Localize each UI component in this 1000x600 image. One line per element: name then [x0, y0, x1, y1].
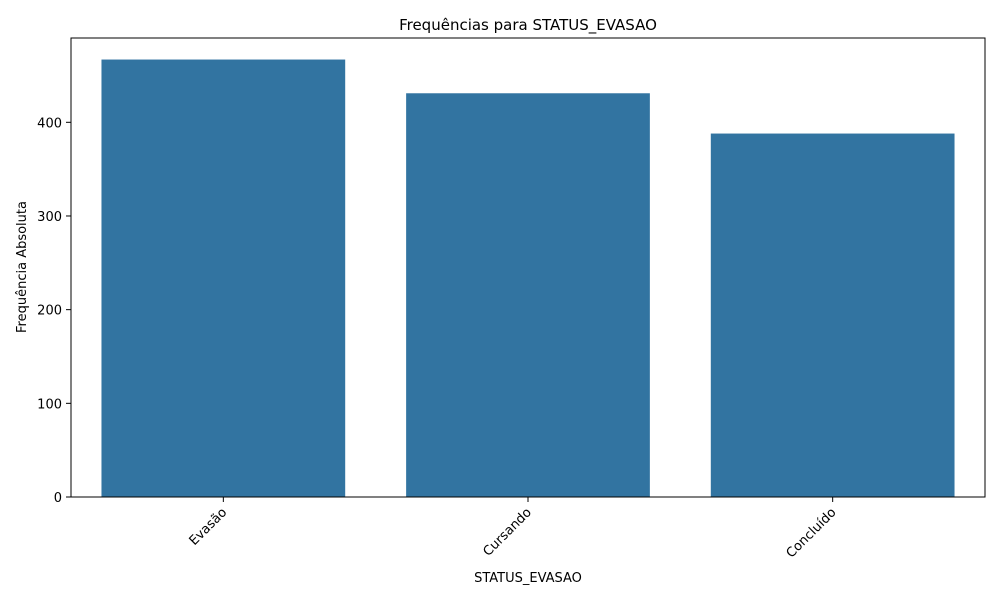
bars-group — [101, 59, 955, 498]
bar-0 — [101, 59, 346, 497]
x-axis-label: STATUS_EVASAO — [474, 571, 582, 586]
chart-title: Frequências para STATUS_EVASAO — [399, 16, 657, 35]
bar-2 — [710, 133, 955, 498]
y-axis: 0 100 200 300 400 — [37, 116, 71, 506]
x-axis: Evasão Cursando Concluído — [187, 497, 840, 561]
y-tick-label-4: 400 — [37, 116, 62, 131]
y-tick-label-3: 300 — [37, 210, 62, 225]
y-tick-label-2: 200 — [37, 304, 62, 319]
y-axis-label: Frequência Absoluta — [15, 201, 30, 333]
x-tick-label-0: Evasão — [187, 505, 231, 549]
y-tick-label-1: 100 — [37, 397, 62, 412]
y-tick-label-0: 0 — [54, 491, 62, 506]
x-tick-label-1: Cursando — [480, 505, 534, 559]
bar-1 — [406, 93, 650, 498]
x-tick-label-2: Concluído — [784, 505, 840, 561]
